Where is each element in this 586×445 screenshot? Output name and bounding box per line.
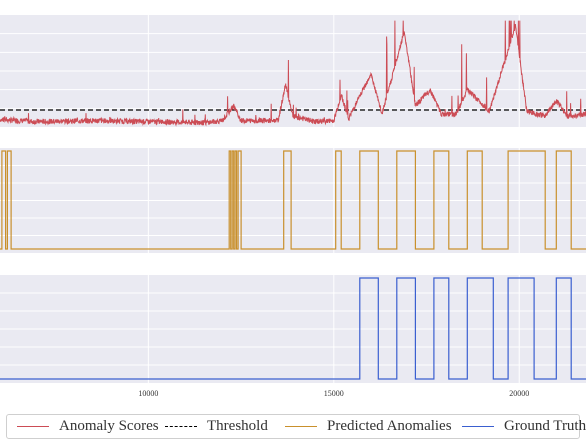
- x-tick-label: 20000: [509, 389, 529, 398]
- anomaly-scores-line: [0, 20, 586, 127]
- predicted-anomalies-line: [0, 150, 586, 250]
- legend-swatch-threshold: [165, 426, 197, 427]
- legend-item-threshold: Threshold: [165, 415, 268, 438]
- gridlines: [0, 275, 586, 383]
- legend-item-anomaly-scores: Anomaly Scores: [17, 415, 159, 438]
- legend-item-predicted-anomalies: Predicted Anomalies: [285, 415, 452, 438]
- gridlines: [0, 148, 586, 253]
- legend-label: Threshold: [207, 418, 268, 434]
- ground-truth-line: [0, 277, 586, 380]
- legend-label: Anomaly Scores: [59, 418, 159, 434]
- legend: Anomaly Scores Threshold Predicted Anoma…: [6, 414, 586, 439]
- panel-predicted-anomalies: [0, 148, 586, 253]
- legend-swatch-predicted-anomalies: [285, 426, 317, 427]
- legend-swatch-anomaly-scores: [17, 426, 49, 427]
- x-axis-ticks: 10000 15000 20000: [138, 389, 529, 398]
- legend-label: Ground Truth: [504, 418, 586, 434]
- x-tick-label: 10000: [138, 389, 158, 398]
- legend-item-ground-truth: Ground Truth: [462, 415, 586, 438]
- panel-ground-truth: [0, 275, 586, 383]
- x-tick-label: 15000: [324, 389, 344, 398]
- legend-label: Predicted Anomalies: [327, 418, 452, 434]
- panel-anomaly-scores: [0, 15, 586, 127]
- legend-swatch-ground-truth: [462, 426, 494, 427]
